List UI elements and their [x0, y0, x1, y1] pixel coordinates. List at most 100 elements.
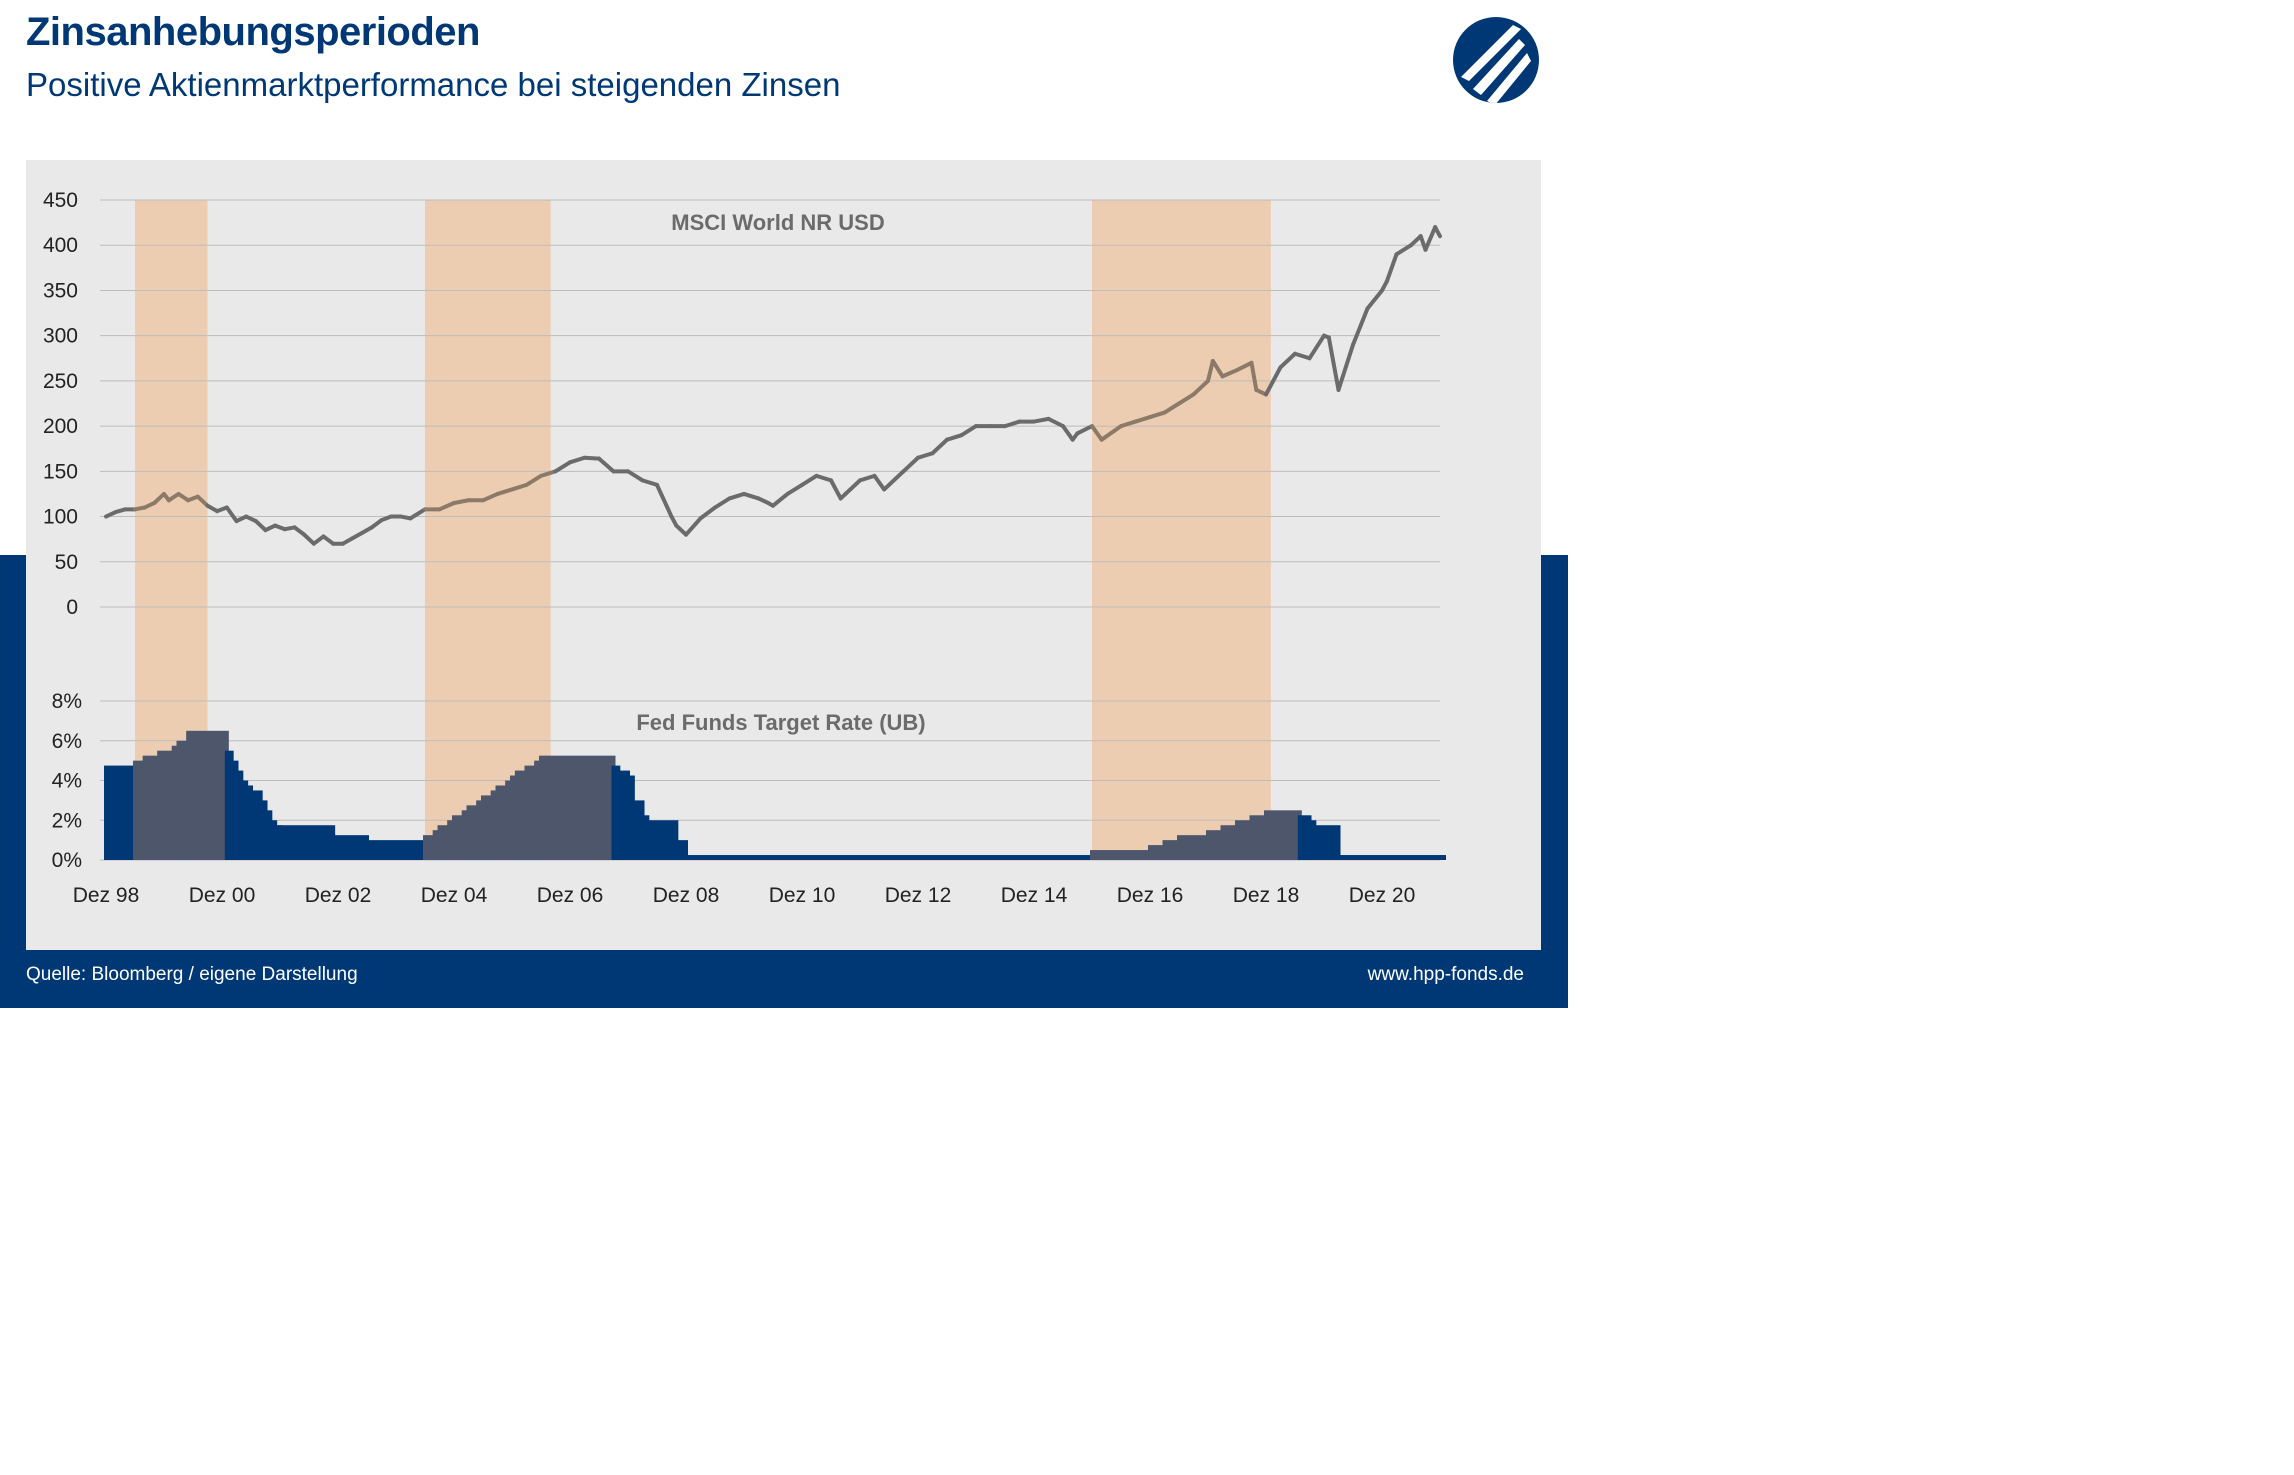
x-tick-label: Dez 20 — [1349, 884, 1416, 907]
msci-line-segment — [858, 473, 877, 483]
fed-rate-step — [229, 760, 239, 860]
highlight-periods — [135, 200, 1271, 860]
msci-y-tick: 300 — [43, 325, 78, 348]
msci-line-segment — [1336, 342, 1355, 392]
fed-rate-step — [104, 765, 137, 860]
fed-rate-step — [1220, 825, 1239, 860]
fed-rate-step — [1312, 825, 1341, 860]
fed-rate-step — [278, 825, 336, 860]
fed-rate-step — [224, 750, 234, 860]
msci-line-segment — [1326, 335, 1341, 392]
msci-line-segment — [1394, 243, 1413, 257]
msci-y-axis: 0 50 100 150 200 250 300 350 400 450 — [43, 189, 78, 619]
msci-line-segment — [495, 487, 514, 496]
x-tick-label: Dez 18 — [1233, 884, 1300, 907]
msci-line-segment — [916, 451, 935, 460]
msci-line-segment — [1191, 378, 1210, 397]
fed-rate-step — [1090, 850, 1152, 860]
msci-line-segment — [1032, 416, 1051, 424]
msci-line-segment — [1046, 416, 1065, 429]
msci-line-segment — [1365, 288, 1384, 311]
fed-rate-step — [1336, 855, 1446, 860]
fed-rate-step — [239, 780, 249, 860]
msci-line-segment — [1148, 410, 1167, 420]
msci-y-tick: 400 — [43, 234, 78, 257]
msci-line-segment — [872, 473, 887, 492]
msci-line-segment — [800, 473, 819, 487]
msci-line-segment — [452, 498, 471, 505]
fed-y-axis: 0% 2% 4% 6% 8% — [52, 690, 82, 872]
msci-y-tick: 0 — [66, 596, 78, 619]
fed-y-tick: 6% — [52, 730, 82, 753]
page-subtitle: Positive Aktienmarktperformance bei stei… — [26, 66, 841, 103]
msci-line-segment — [829, 478, 843, 501]
msci-line-segment — [510, 482, 529, 492]
fed-rate-step — [268, 820, 278, 860]
msci-line-segment — [152, 491, 166, 505]
fed-series-label: Fed Funds Target Rate (UB) — [636, 710, 925, 735]
msci-line-segment — [626, 469, 645, 483]
fed-rate-step — [1162, 840, 1181, 860]
msci-line-segment — [1293, 351, 1312, 361]
msci-line-segment — [302, 532, 316, 546]
fed-y-tick: 8% — [52, 690, 82, 713]
fed-y-tick: 0% — [52, 849, 82, 872]
fed-rate-step — [1148, 845, 1167, 860]
website-link[interactable]: www.hpp-fonds.de — [1367, 964, 1524, 985]
fed-rate-step — [1249, 815, 1268, 860]
page-title: Zinsanhebungsperioden — [26, 10, 480, 54]
msci-line-segment — [674, 523, 688, 537]
fed-rate-step — [171, 745, 181, 860]
fed-rate-area — [104, 730, 1446, 860]
msci-line-segment — [1384, 252, 1399, 284]
fed-rate-step — [490, 790, 500, 860]
msci-gridlines — [100, 199, 1440, 608]
msci-line-segment — [1307, 333, 1326, 361]
msci-y-tick: 150 — [43, 460, 78, 483]
fed-rate-step — [611, 765, 621, 860]
msci-line-segment — [785, 482, 804, 496]
msci-line-segment — [959, 424, 978, 438]
msci-line-segment — [1210, 358, 1225, 379]
msci-line-segment — [901, 455, 920, 474]
chart-panel: 0 50 100 150 200 250 300 350 400 450 0% 2% 4% 6% 8% D… — [26, 160, 1541, 950]
msci-line-segment — [292, 525, 307, 537]
msci-line-segment — [568, 455, 587, 465]
msci-y-tick: 450 — [43, 189, 78, 212]
fed-rate-step — [244, 785, 253, 860]
fed-rate-step — [157, 750, 176, 860]
msci-line-segment — [553, 460, 572, 474]
msci-line-segment — [698, 505, 717, 521]
msci-line-segment — [321, 534, 336, 546]
fed-rate-step — [1264, 810, 1302, 860]
fed-rate-step — [626, 775, 635, 860]
fed-rate-step — [1206, 830, 1225, 860]
msci-line-segment — [640, 478, 659, 487]
fed-rate-step — [476, 800, 485, 860]
fed-rate-step — [505, 780, 514, 860]
x-tick-label: Dez 04 — [421, 884, 488, 907]
msci-line-segment — [814, 473, 833, 483]
msci-line-segment — [597, 456, 616, 474]
msci-line-segment — [1423, 225, 1438, 252]
x-tick-label: Dez 98 — [73, 884, 140, 907]
fed-rate-step — [510, 775, 519, 860]
msci-y-tick: 50 — [55, 551, 78, 574]
msci-y-tick: 100 — [43, 506, 78, 529]
msci-line-segment — [713, 496, 732, 510]
fed-rate-step — [186, 730, 229, 860]
msci-line-segment — [1177, 392, 1196, 406]
msci-line-segment — [1278, 351, 1297, 370]
source-note: Quelle: Bloomberg / eigene Darstellung — [26, 964, 358, 985]
fed-rate-step — [534, 760, 543, 860]
msci-line-segment — [481, 491, 500, 503]
msci-line-segment — [930, 437, 949, 456]
x-tick-label: Dez 10 — [769, 884, 836, 907]
msci-line-segment — [539, 469, 558, 478]
msci-line-segment — [742, 491, 761, 501]
msci-line-segment — [655, 482, 674, 519]
fed-rate-step — [142, 755, 162, 860]
chart-area: 0 50 100 150 200 250 300 350 400 450 0% 2% 4% 6% 8% D… — [43, 189, 1446, 907]
msci-line-group — [104, 225, 1442, 546]
msci-line-segment — [727, 491, 746, 501]
